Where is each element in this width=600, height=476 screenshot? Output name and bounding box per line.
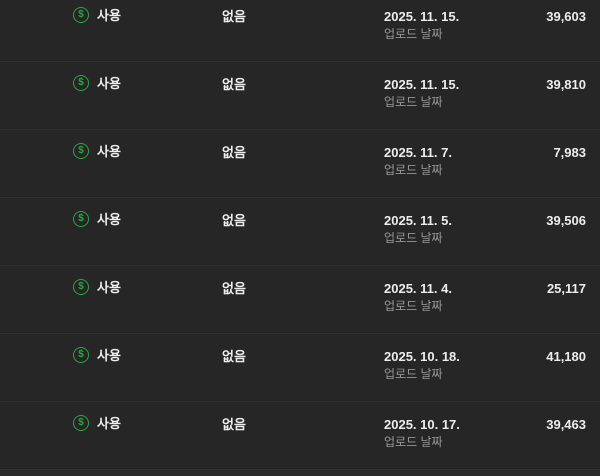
monetization-status-label: 사용 [97,75,121,91]
monetization-on-icon: $ [73,7,89,23]
date-cell: 2025. 10. 17. 업로드 날짜 [384,417,460,449]
monetization-status-label: 사용 [97,279,121,295]
table-row[interactable]: $ 사용 없음 2025. 10. 18. 업로드 날짜 41,180 [0,334,600,402]
monetization-status-label: 사용 [97,415,121,431]
monetization-cell: $ 사용 [73,279,121,295]
views-count: 39,506 [546,213,586,228]
upload-date-sublabel: 업로드 날짜 [384,231,443,245]
restrictions-label: 없음 [222,9,246,24]
views-count: 41,180 [546,349,586,364]
upload-date-value: 2025. 11. 7. [384,145,452,160]
views-count: 25,117 [547,281,586,296]
upload-date-value: 2025. 11. 4. [384,281,452,296]
upload-date-value: 2025. 11. 5. [384,213,452,228]
restrictions-cell: 없음 [222,349,246,364]
restrictions-label: 없음 [222,213,246,228]
restrictions-cell: 없음 [222,281,246,296]
table-row[interactable]: $ 사용 없음 2025. 11. 15. 업로드 날짜 39,603 [0,0,600,62]
restrictions-cell: 없음 [222,145,246,160]
table-row[interactable]: $ 사용 없음 2025. 11. 15. 업로드 날짜 39,810 [0,62,600,130]
monetization-status-label: 사용 [97,7,121,23]
table-row[interactable]: $ 사용 없음 2025. 11. 4. 업로드 날짜 25,117 [0,266,600,334]
views-value: 39,810 [546,77,586,92]
restrictions-label: 없음 [222,145,246,160]
restrictions-label: 없음 [222,349,246,364]
views-value: 39,506 [546,213,586,228]
monetization-cell: $ 사용 [73,347,121,363]
date-cell: 2025. 11. 4. 업로드 날짜 [384,281,452,313]
monetization-cell: $ 사용 [73,75,121,91]
upload-date-value: 2025. 10. 17. [384,417,460,432]
upload-date-value: 2025. 11. 15. [384,77,460,92]
monetization-on-icon: $ [73,415,89,431]
monetization-status-label: 사용 [97,347,121,363]
upload-date-sublabel: 업로드 날짜 [384,27,443,41]
monetization-on-icon: $ [73,75,89,91]
monetization-on-icon: $ [73,143,89,159]
monetization-on-icon: $ [73,347,89,363]
upload-date-sublabel: 업로드 날짜 [384,299,443,313]
views-value: 7,983 [553,145,586,160]
restrictions-cell: 없음 [222,213,246,228]
restrictions-label: 없음 [222,417,246,432]
views-count: 39,463 [546,417,586,432]
views-value: 39,603 [546,9,586,24]
monetization-status-label: 사용 [97,143,121,159]
upload-date-value: 2025. 11. 15. [384,9,460,24]
monetization-cell: $ 사용 [73,143,121,159]
restrictions-label: 없음 [222,77,246,92]
views-value: 39,463 [546,417,586,432]
restrictions-cell: 없음 [222,77,246,92]
views-value: 25,117 [546,281,586,296]
monetization-cell: $ 사용 [73,7,121,23]
restrictions-cell: 없음 [222,9,246,24]
upload-date-sublabel: 업로드 날짜 [384,163,443,177]
restrictions-label: 없음 [222,281,246,296]
upload-date-sublabel: 업로드 날짜 [384,435,443,449]
table-bottom-divider [0,470,600,476]
monetization-cell: $ 사용 [73,211,121,227]
upload-date-value: 2025. 10. 18. [384,349,460,364]
upload-date-sublabel: 업로드 날짜 [384,367,443,381]
upload-date-sublabel: 업로드 날짜 [384,95,443,109]
monetization-status-label: 사용 [97,211,121,227]
date-cell: 2025. 11. 7. 업로드 날짜 [384,145,452,177]
views-count: 39,810 [546,77,586,92]
monetization-on-icon: $ [73,279,89,295]
monetization-on-icon: $ [73,211,89,227]
date-cell: 2025. 10. 18. 업로드 날짜 [384,349,460,381]
views-count: 7,983 [553,145,586,160]
table-row[interactable]: $ 사용 없음 2025. 11. 7. 업로드 날짜 7,983 [0,130,600,198]
date-cell: 2025. 11. 5. 업로드 날짜 [384,213,452,245]
views-count: 39,603 [546,9,586,24]
date-cell: 2025. 11. 15. 업로드 날짜 [384,77,459,109]
views-value: 41,180 [546,349,586,364]
table-row[interactable]: $ 사용 없음 2025. 11. 5. 업로드 날짜 39,506 [0,198,600,266]
monetization-cell: $ 사용 [73,415,121,431]
restrictions-cell: 없음 [222,417,246,432]
date-cell: 2025. 11. 15. 업로드 날짜 [384,9,459,41]
table-row[interactable]: $ 사용 없음 2025. 10. 17. 업로드 날짜 39,463 [0,402,600,470]
